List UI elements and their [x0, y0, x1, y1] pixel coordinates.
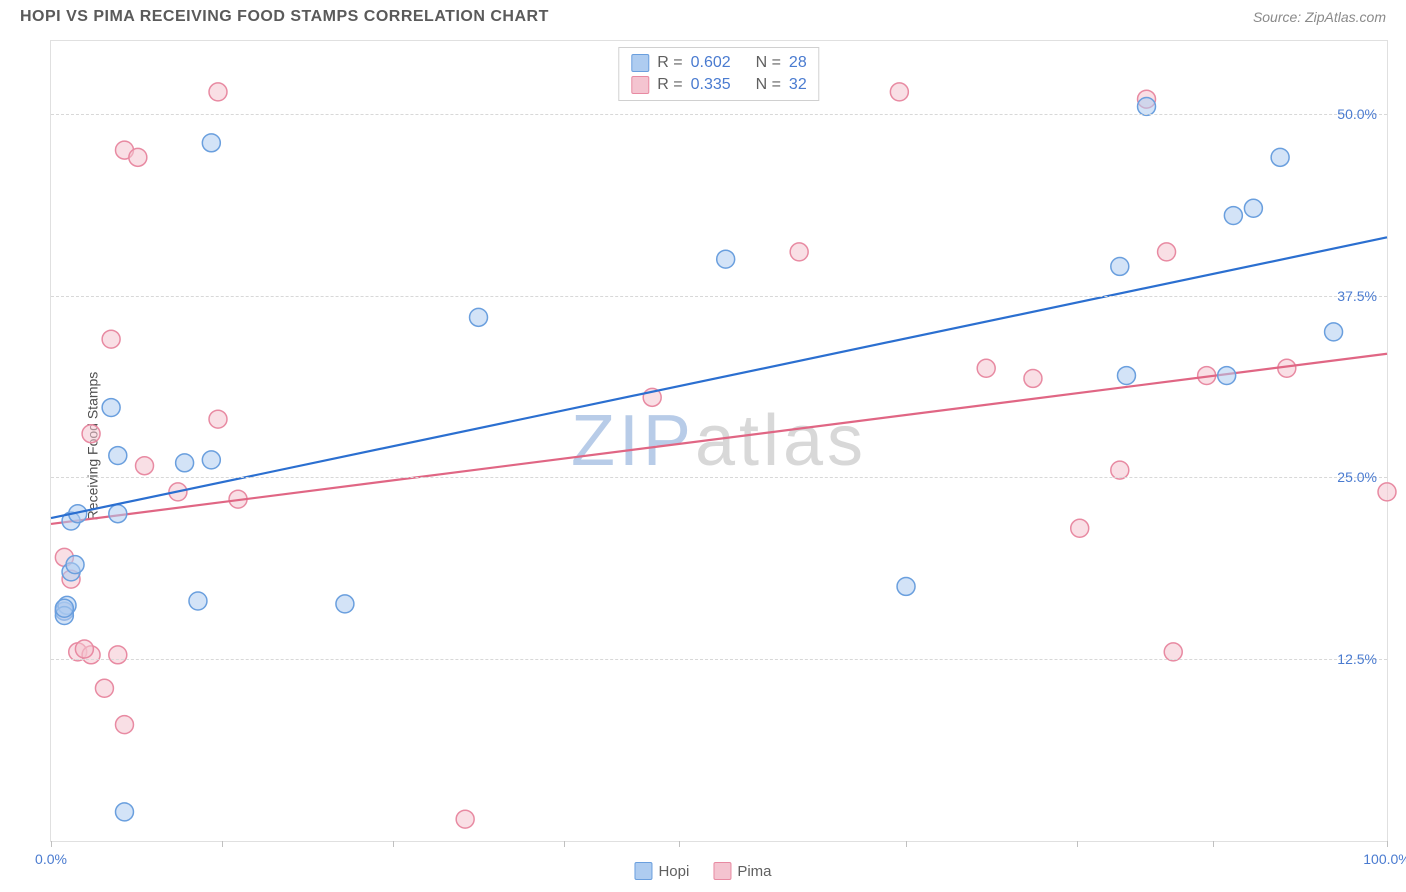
- hopi-point: [109, 505, 127, 523]
- pima-point: [456, 810, 474, 828]
- legend-label-pima: Pima: [737, 863, 771, 880]
- pima-regression-line: [51, 354, 1387, 524]
- pima-swatch-icon: [713, 862, 731, 880]
- legend-label-hopi: Hopi: [658, 863, 689, 880]
- hopi-r-value: 0.602: [691, 54, 731, 72]
- pima-point: [1024, 369, 1042, 387]
- hopi-swatch-icon: [634, 862, 652, 880]
- r-label: R =: [657, 76, 682, 94]
- hopi-regression-line: [51, 237, 1387, 518]
- pima-point: [115, 716, 133, 734]
- pima-point: [136, 457, 154, 475]
- hopi-point: [470, 308, 488, 326]
- pima-r-value: 0.335: [691, 76, 731, 94]
- x-tick: [906, 841, 907, 847]
- hopi-point: [717, 250, 735, 268]
- pima-point: [82, 425, 100, 443]
- y-tick-label: 50.0%: [1337, 106, 1377, 122]
- hopi-point: [189, 592, 207, 610]
- hopi-point: [1244, 199, 1262, 217]
- hopi-point: [897, 577, 915, 595]
- x-tick: [1387, 841, 1388, 847]
- x-tick: [393, 841, 394, 847]
- x-tick: [222, 841, 223, 847]
- pima-point: [129, 148, 147, 166]
- hopi-point: [1271, 148, 1289, 166]
- pima-point: [977, 359, 995, 377]
- stats-legend: R = 0.602 N = 28 R = 0.335 N = 32: [618, 47, 819, 101]
- pima-point: [1071, 519, 1089, 537]
- hopi-point: [202, 451, 220, 469]
- chart-title: HOPI VS PIMA RECEIVING FOOD STAMPS CORRE…: [20, 8, 549, 26]
- pima-point: [1378, 483, 1396, 501]
- x-tick: [564, 841, 565, 847]
- n-label: N =: [756, 76, 781, 94]
- chart-area: ZIPatlas R = 0.602 N = 28 R = 0.335 N = …: [50, 40, 1388, 842]
- hopi-point: [55, 599, 73, 617]
- stats-row-hopi: R = 0.602 N = 28: [631, 52, 806, 74]
- scatter-plot-svg: [51, 41, 1387, 841]
- x-tick-label: 0.0%: [35, 851, 67, 867]
- x-tick: [679, 841, 680, 847]
- r-label: R =: [657, 54, 682, 72]
- pima-point: [75, 640, 93, 658]
- y-tick-label: 37.5%: [1337, 288, 1377, 304]
- y-tick-label: 25.0%: [1337, 469, 1377, 485]
- hopi-n-value: 28: [789, 54, 807, 72]
- source-attribution: Source: ZipAtlas.com: [1253, 9, 1386, 25]
- pima-point: [1158, 243, 1176, 261]
- hopi-point: [1111, 257, 1129, 275]
- x-tick: [1077, 841, 1078, 847]
- hopi-point: [66, 556, 84, 574]
- hopi-point: [202, 134, 220, 152]
- pima-point: [209, 410, 227, 428]
- legend-item-pima: Pima: [713, 862, 771, 880]
- series-legend: Hopi Pima: [634, 862, 771, 880]
- pima-point: [790, 243, 808, 261]
- pima-point: [95, 679, 113, 697]
- stats-row-pima: R = 0.335 N = 32: [631, 74, 806, 96]
- pima-n-value: 32: [789, 76, 807, 94]
- gridline: [51, 659, 1387, 660]
- gridline: [51, 114, 1387, 115]
- x-tick: [51, 841, 52, 847]
- hopi-point: [115, 803, 133, 821]
- hopi-swatch-icon: [631, 54, 649, 72]
- gridline: [51, 477, 1387, 478]
- hopi-point: [109, 447, 127, 465]
- hopi-point: [176, 454, 194, 472]
- pima-swatch-icon: [631, 76, 649, 94]
- hopi-point: [1325, 323, 1343, 341]
- n-label: N =: [756, 54, 781, 72]
- hopi-point: [1224, 207, 1242, 225]
- x-tick: [1213, 841, 1214, 847]
- pima-point: [109, 646, 127, 664]
- gridline: [51, 296, 1387, 297]
- hopi-point: [336, 595, 354, 613]
- pima-point: [890, 83, 908, 101]
- hopi-point: [1117, 367, 1135, 385]
- hopi-point: [1218, 367, 1236, 385]
- x-tick-label: 100.0%: [1363, 851, 1406, 867]
- legend-item-hopi: Hopi: [634, 862, 689, 880]
- y-tick-label: 12.5%: [1337, 651, 1377, 667]
- hopi-point: [102, 399, 120, 417]
- pima-point: [102, 330, 120, 348]
- pima-point: [209, 83, 227, 101]
